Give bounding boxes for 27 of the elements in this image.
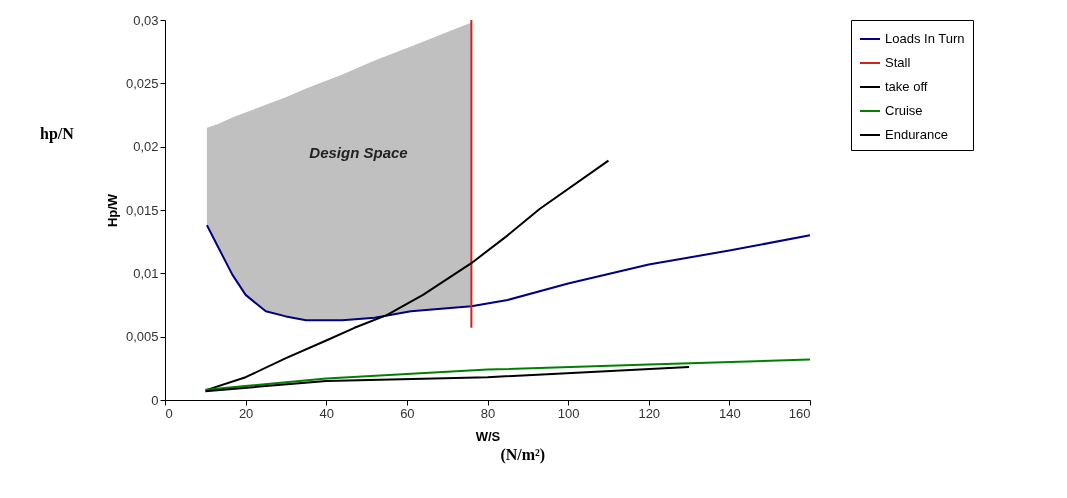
y-tick-label: 0,01 bbox=[133, 265, 159, 281]
legend-label: Stall bbox=[885, 55, 911, 70]
annotation: Design Space bbox=[309, 144, 408, 161]
x-tick-label: 0 bbox=[165, 405, 173, 421]
x-tick-label: 120 bbox=[638, 405, 661, 421]
y-tick-label: 0,025 bbox=[125, 75, 159, 91]
line-series bbox=[205, 224, 811, 322]
legend-label: Loads In Turn bbox=[885, 31, 965, 46]
y-tick-label: 0 bbox=[151, 392, 159, 408]
y-tick-label: 0,015 bbox=[125, 202, 159, 218]
x-tick-label: 100 bbox=[557, 405, 580, 421]
x-tick-label: 140 bbox=[719, 405, 741, 421]
x-tick-label: 20 bbox=[238, 405, 254, 421]
y-tick-label: 0,02 bbox=[133, 139, 159, 155]
x-tick-label: 160 bbox=[788, 405, 811, 421]
legend-label: Cruise bbox=[885, 103, 923, 118]
text: (N/m²) bbox=[500, 446, 546, 464]
y-axis-title: Hp/W bbox=[104, 193, 120, 228]
legend-label: Endurance bbox=[885, 127, 948, 142]
x-tick-label: 60 bbox=[400, 405, 415, 421]
legend-label: take off bbox=[885, 79, 928, 94]
x-axis-title: W/S bbox=[475, 428, 501, 444]
y-tick-label: 0,005 bbox=[125, 329, 159, 345]
text: hp/N bbox=[40, 125, 75, 143]
x-tick-label: 80 bbox=[480, 405, 496, 421]
x-tick-label: 40 bbox=[319, 405, 334, 421]
y-tick-label: 0,03 bbox=[133, 12, 159, 28]
